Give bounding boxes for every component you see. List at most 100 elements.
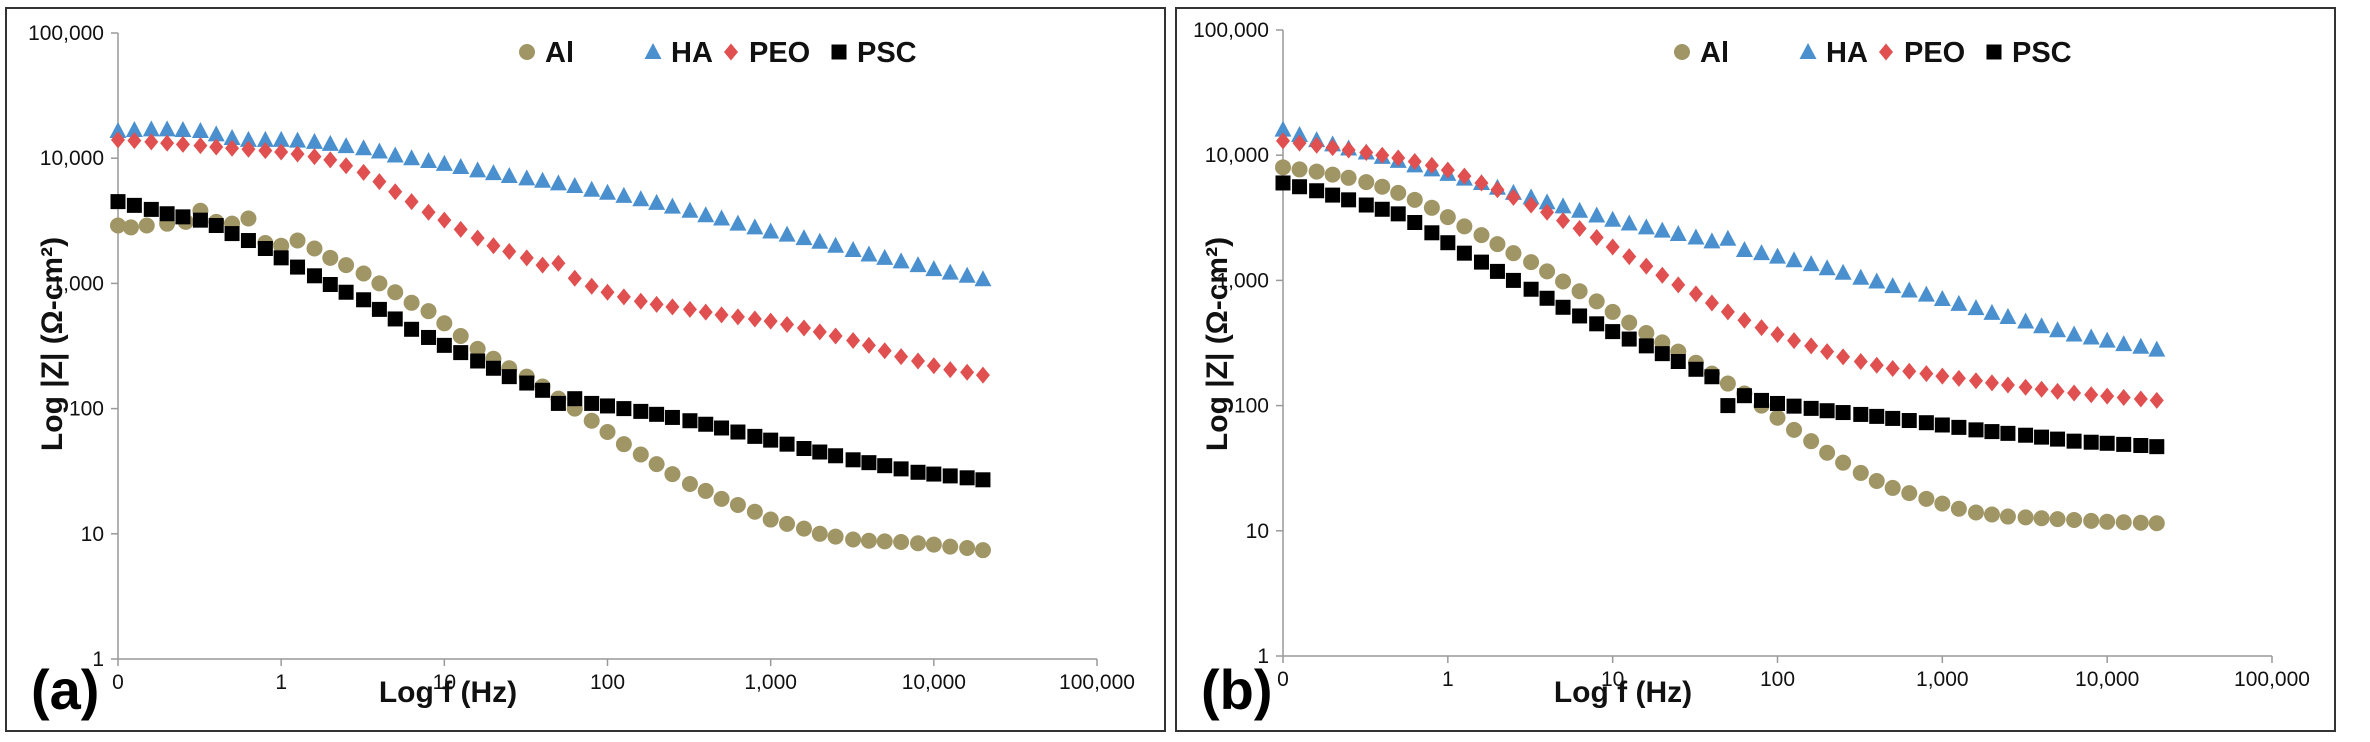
data-point-al [876, 533, 893, 550]
y-tick-label: 1,000 [51, 272, 104, 295]
data-point-al [2132, 514, 2149, 531]
data-point-peo [1951, 369, 1966, 387]
data-point-peo [1968, 372, 1983, 390]
panel-label: (b) [1201, 658, 1273, 721]
data-point-ha [386, 146, 404, 163]
data-point-ha [1785, 251, 1803, 268]
data-point-ha [355, 139, 373, 156]
data-point-ha [648, 193, 666, 210]
data-point-al [1786, 421, 1803, 438]
data-point-ha [1917, 285, 1935, 302]
data-point-peo [1869, 356, 1884, 374]
data-point-al [469, 340, 486, 357]
data-point-ha [1852, 268, 1870, 285]
data-point-ha [518, 169, 536, 186]
data-point-al [729, 496, 746, 513]
data-point-ha [941, 263, 959, 280]
data-point-al [1308, 163, 1325, 180]
data-point-ha [1802, 255, 1820, 272]
data-point-peo [1359, 144, 1374, 162]
series-peo [1276, 132, 2164, 409]
data-point-ha [1620, 214, 1638, 231]
data-point-psc [1589, 316, 1605, 332]
data-point-peo [763, 312, 778, 330]
data-point-psc [1901, 413, 1917, 429]
data-point-peo [175, 135, 190, 153]
data-point-ha [191, 121, 209, 138]
data-point-ha [583, 180, 601, 197]
data-point-psc [828, 448, 844, 464]
data-point-al [1291, 161, 1308, 178]
data-point-peo [1655, 266, 1670, 284]
data-point-psc [1555, 299, 1571, 315]
data-point-al [452, 328, 469, 345]
data-point-al [1588, 293, 1605, 310]
data-point-peo [828, 327, 843, 345]
data-point-al [697, 482, 714, 499]
data-point-ha [1291, 125, 1309, 142]
legend: Al HA PEO PSC [1674, 37, 2072, 69]
data-point-peo [1457, 167, 1472, 185]
data-point-psc [2133, 438, 2149, 454]
data-point-psc [1605, 324, 1621, 340]
data-point-al [942, 538, 959, 555]
data-point-peo [616, 288, 631, 306]
data-point-ha [844, 240, 862, 257]
data-point-ha [876, 248, 894, 265]
x-tick-label: 100,000 [2234, 668, 2310, 691]
data-point-peo [274, 143, 289, 161]
data-point-psc [1358, 197, 1374, 213]
x-tick-label: 100 [590, 671, 625, 694]
data-point-peo [1556, 212, 1571, 230]
data-point-peo [1325, 139, 1340, 157]
data-point-psc [910, 464, 926, 480]
data-point-ha [1868, 272, 1886, 289]
data-point-al [2115, 514, 2132, 531]
data-point-psc [1621, 331, 1637, 347]
data-point-psc [1736, 388, 1752, 404]
data-point-psc [338, 284, 354, 300]
data-point-ha [632, 190, 650, 207]
data-point-ha [2082, 328, 2100, 345]
data-point-al [583, 412, 600, 429]
data-point-psc [959, 470, 975, 486]
data-point-peo [1375, 146, 1390, 164]
data-point-ha [370, 142, 388, 159]
data-point-peo [502, 242, 517, 260]
data-point-ha [1950, 294, 1968, 311]
data-point-psc [175, 209, 191, 225]
data-point-al [1555, 273, 1572, 290]
data-point-peo [1885, 359, 1900, 377]
data-point-al [1423, 199, 1440, 216]
data-point-peo [2034, 380, 2049, 398]
data-point-al [1852, 464, 1869, 481]
data-point-al [420, 303, 437, 320]
data-point-ha [599, 183, 616, 200]
data-point-peo [796, 319, 811, 337]
data-point-ha [2065, 325, 2083, 342]
data-point-psc [1770, 395, 1785, 411]
data-point-peo [1605, 238, 1620, 256]
data-point-peo [1688, 285, 1703, 303]
data-point-psc [893, 461, 909, 477]
data-point-ha [321, 134, 339, 151]
data-point-psc [1374, 201, 1390, 217]
data-point-psc [975, 472, 991, 488]
data-point-ha [142, 120, 160, 137]
data-point-ha [1571, 201, 1589, 218]
data-point-peo [1407, 153, 1422, 171]
data-point-ha [207, 125, 225, 142]
data-point-al [827, 528, 844, 545]
x-tick-label: 10,000 [902, 671, 966, 694]
data-point-psc [1440, 235, 1456, 251]
x-tick-label: 100 [1760, 668, 1795, 691]
data-point-ha [2049, 321, 2067, 338]
data-point-peo [486, 237, 501, 255]
data-point-peo [144, 133, 159, 151]
data-point-peo [1341, 141, 1356, 159]
x-tick-label: 1 [275, 671, 287, 694]
data-point-ha [484, 164, 502, 181]
data-point-psc [779, 436, 795, 452]
data-point-al [1275, 159, 1291, 176]
